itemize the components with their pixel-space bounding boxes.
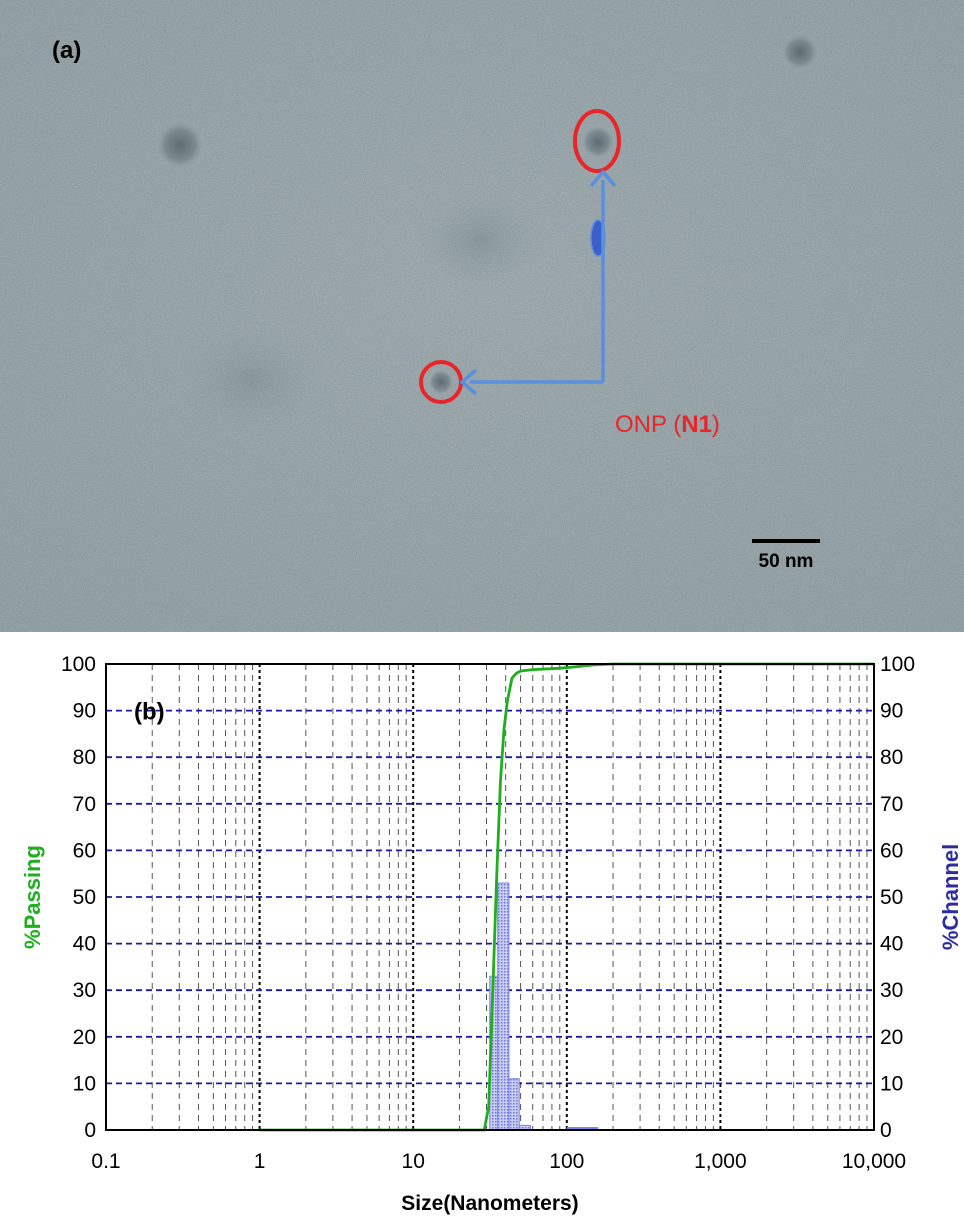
nanoparticle [580, 124, 616, 160]
y-tick-label-right: 80 [880, 746, 903, 769]
y-tick-label-right: 60 [880, 839, 903, 862]
scale-bar [752, 539, 820, 543]
tem-micrograph: (a) ONP (N1) 50 nm [0, 0, 964, 632]
arrowhead-up [589, 169, 617, 188]
y-tick-label-left: 0 [84, 1119, 96, 1142]
y-tick-label-left: 80 [73, 746, 96, 769]
y-tick-label-right: 30 [880, 979, 903, 1002]
y-tick-label-right: 50 [880, 886, 903, 909]
y-tick-label-left: 50 [73, 886, 96, 909]
x-tick-label: 10 [402, 1150, 425, 1173]
x-tick-label: 10,000 [842, 1150, 906, 1173]
size-distribution-panel: 0.1 1 10 100 1,000 10,000 0 0 10 10 20 20 30 30 40 40 50… [0, 632, 964, 1221]
x-axis-label: Size(Nanometers) [401, 1192, 578, 1215]
y-tick-label-left: 10 [73, 1072, 96, 1095]
y-tick-label-left: 90 [73, 700, 96, 723]
y-tick-label-left: 40 [73, 933, 96, 956]
y-tick-label-left: 60 [73, 839, 96, 862]
channel-bars [489, 882, 599, 1131]
nanoparticle [154, 119, 206, 171]
micrograph-grain [0, 0, 964, 632]
panel-a-label: (a) [52, 37, 81, 64]
panel-b-label: (b) [134, 699, 165, 726]
y-tick-label-right: 100 [880, 653, 915, 676]
y-tick-label-left: 100 [61, 653, 96, 676]
onp-annotation: ONP (N1) [615, 411, 720, 438]
y-tick-label-right: 20 [880, 1026, 903, 1049]
tick-labels: 0.1 1 10 100 1,000 10,000 0 0 10 10 20 20 30 30 40 40 50… [61, 653, 915, 1173]
arrowhead-left [459, 368, 478, 396]
y-tick-label-right: 90 [880, 700, 903, 723]
y-tick-label-left: 20 [73, 1026, 96, 1049]
x-tick-label: 1 [254, 1150, 266, 1173]
scale-bar-label: 50 nm [759, 551, 814, 572]
x-tick-label: 0.1 [91, 1150, 120, 1173]
x-tick-label: 100 [549, 1150, 584, 1173]
y-axis-label-right: %Channel [938, 844, 963, 950]
x-tick-label: 1,000 [694, 1150, 747, 1173]
y-tick-label-left: 70 [73, 793, 96, 816]
plot-frame [105, 663, 875, 1131]
size-distribution-chart: 0.1 1 10 100 1,000 10,000 0 0 10 10 20 20 30 30 40 40 50… [20, 653, 963, 1215]
channel-bar [508, 1078, 520, 1131]
y-tick-label-right: 70 [880, 793, 903, 816]
tem-image-panel: (a) ONP (N1) 50 nm [0, 0, 964, 632]
channel-bar [497, 882, 510, 1131]
nanoparticle [780, 32, 820, 72]
nanoparticle [427, 368, 455, 396]
y-tick-label-right: 10 [880, 1072, 903, 1095]
y-tick-label-right: 40 [880, 933, 903, 956]
y-tick-label-left: 30 [73, 979, 96, 1002]
y-axis-label-left: %Passing [20, 845, 45, 949]
highlight-circle [573, 109, 621, 173]
y-tick-label-right: 0 [880, 1119, 892, 1142]
